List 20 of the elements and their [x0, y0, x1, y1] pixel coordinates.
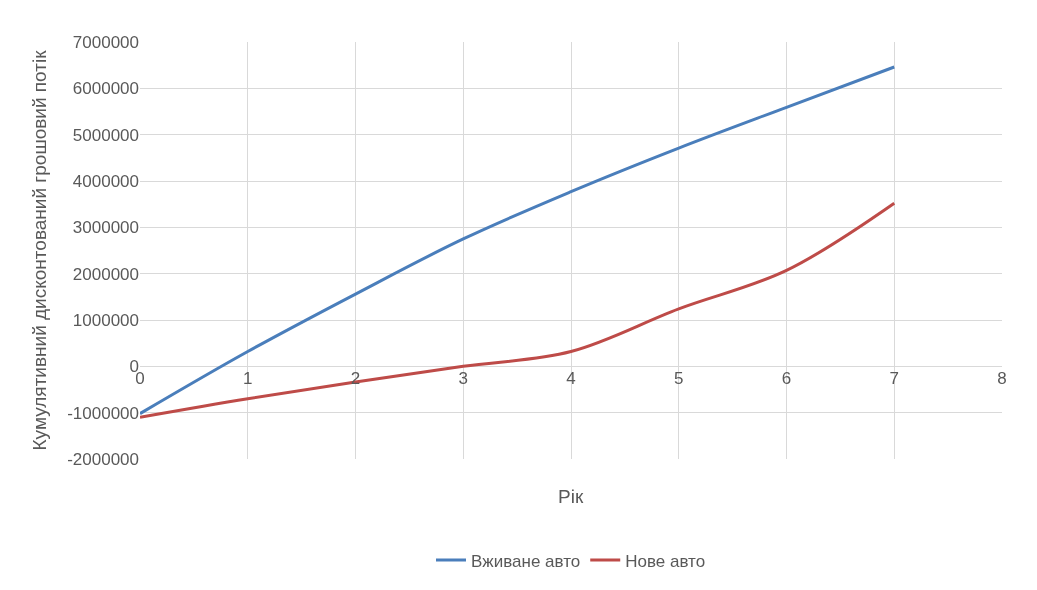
y-tick-label: 7000000 [72, 32, 139, 52]
x-tick-label: 5 [674, 369, 684, 389]
x-tick-label: 1 [243, 369, 253, 389]
y-axis-title: Кумулятивний дисконтований грошовий потік [29, 49, 51, 451]
x-tick-label: 6 [781, 369, 792, 389]
y-tick-label: -1000000 [67, 403, 139, 423]
x-tick-label: 3 [458, 369, 468, 389]
y-tick-label: -2000000 [67, 449, 139, 469]
x-axis-title: Рік [558, 486, 584, 507]
x-tick-label: 7 [889, 369, 899, 389]
legend-label: Вживане авто [471, 551, 581, 571]
y-tick-label: 3000000 [72, 218, 139, 238]
y-tick-label: 5000000 [72, 125, 139, 145]
y-tick-label: 2000000 [72, 264, 139, 284]
y-tick-label: 4000000 [72, 171, 139, 191]
y-tick-label: 1000000 [72, 310, 139, 330]
x-tick-label: 8 [997, 369, 1007, 389]
y-tick-label: 6000000 [72, 79, 139, 99]
x-tick-label: 4 [566, 369, 576, 389]
legend-label: Нове авто [625, 551, 706, 571]
